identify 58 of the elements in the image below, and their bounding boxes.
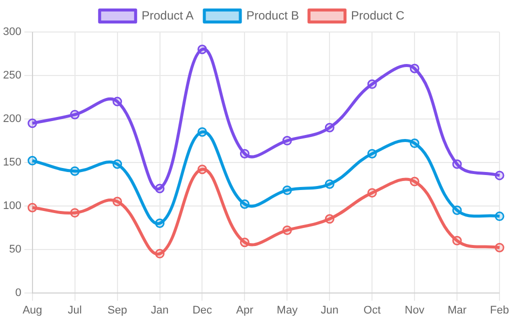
- y-tick-label: 250: [2, 70, 22, 82]
- point: [410, 176, 420, 186]
- point: [112, 196, 122, 206]
- point: [282, 225, 292, 235]
- point: [28, 156, 38, 166]
- x-tick-label: Jul: [68, 304, 82, 316]
- point: [112, 96, 122, 106]
- point: [112, 159, 122, 169]
- x-tick-label: Mar: [448, 304, 467, 316]
- point: [240, 238, 250, 248]
- point: [197, 164, 207, 174]
- point: [282, 185, 292, 195]
- point: [240, 148, 250, 158]
- y-tick-label: 0: [15, 286, 22, 299]
- point: [367, 188, 377, 198]
- x-tick-label: Nov: [404, 304, 425, 316]
- point: [282, 136, 292, 146]
- y-tick-label: 150: [2, 156, 22, 168]
- x-tick-label: Jan: [150, 304, 169, 316]
- point: [197, 44, 207, 54]
- point: [452, 205, 462, 215]
- x-tick-label: Oct: [364, 304, 381, 316]
- point: [367, 79, 377, 89]
- point: [452, 236, 462, 246]
- legend-label: Product A: [142, 8, 194, 22]
- point: [70, 110, 80, 120]
- point: [240, 199, 250, 209]
- point: [197, 127, 207, 137]
- point: [452, 159, 462, 169]
- y-tick-label: 300: [2, 26, 22, 38]
- point: [28, 118, 38, 128]
- point: [494, 170, 504, 180]
- point: [155, 248, 165, 258]
- point: [155, 218, 165, 228]
- legend-label: Product C: [351, 8, 405, 22]
- point: [28, 202, 38, 212]
- y-tick-label: 200: [2, 112, 22, 125]
- x-tick-label: May: [276, 304, 298, 316]
- point: [410, 138, 420, 148]
- y-tick-label: 100: [2, 200, 22, 212]
- point: [324, 122, 334, 132]
- legend-label: Product B: [246, 8, 300, 22]
- x-tick-label: Apr: [236, 304, 254, 316]
- point: [410, 64, 420, 74]
- y-tick-label: 50: [9, 243, 22, 256]
- x-tick-label: Dec: [192, 304, 213, 316]
- point: [155, 184, 165, 194]
- x-tick-label: Jun: [320, 304, 339, 316]
- x-tick-label: Aug: [22, 304, 42, 316]
- point: [70, 208, 80, 218]
- point: [494, 212, 504, 222]
- point: [367, 148, 377, 158]
- x-tick-label: Sep: [108, 304, 128, 316]
- point: [494, 242, 504, 252]
- point: [70, 166, 80, 176]
- x-tick-label: Feb: [490, 304, 510, 316]
- point: [324, 179, 334, 189]
- point: [324, 214, 334, 224]
